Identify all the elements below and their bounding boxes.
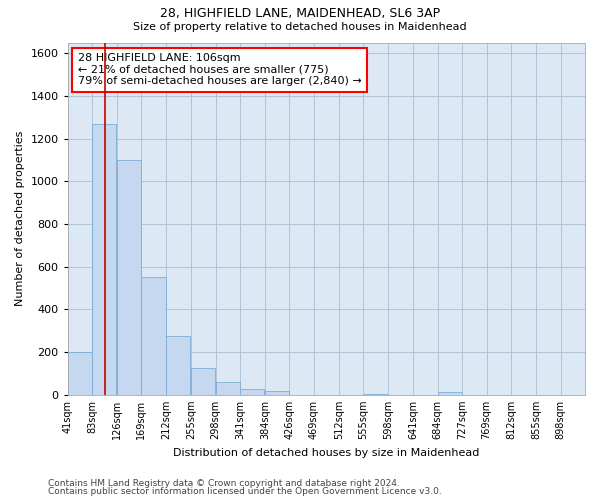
Text: Contains HM Land Registry data © Crown copyright and database right 2024.: Contains HM Land Registry data © Crown c… <box>48 478 400 488</box>
Text: 28, HIGHFIELD LANE, MAIDENHEAD, SL6 3AP: 28, HIGHFIELD LANE, MAIDENHEAD, SL6 3AP <box>160 8 440 20</box>
Bar <box>215 382 240 395</box>
Bar <box>241 390 265 395</box>
Bar <box>437 392 462 395</box>
Bar <box>142 278 166 395</box>
Text: Size of property relative to detached houses in Maidenhead: Size of property relative to detached ho… <box>133 22 467 32</box>
Text: Contains public sector information licensed under the Open Government Licence v3: Contains public sector information licen… <box>48 487 442 496</box>
Text: 28 HIGHFIELD LANE: 106sqm
← 21% of detached houses are smaller (775)
79% of semi: 28 HIGHFIELD LANE: 106sqm ← 21% of detac… <box>78 53 362 86</box>
Bar <box>92 124 116 395</box>
Bar <box>166 336 190 395</box>
X-axis label: Distribution of detached houses by size in Maidenhead: Distribution of detached houses by size … <box>173 448 479 458</box>
Bar <box>364 394 388 395</box>
Bar <box>68 352 92 395</box>
Bar <box>265 390 289 395</box>
Y-axis label: Number of detached properties: Number of detached properties <box>15 131 25 306</box>
Bar <box>116 160 141 395</box>
Bar <box>191 368 215 395</box>
